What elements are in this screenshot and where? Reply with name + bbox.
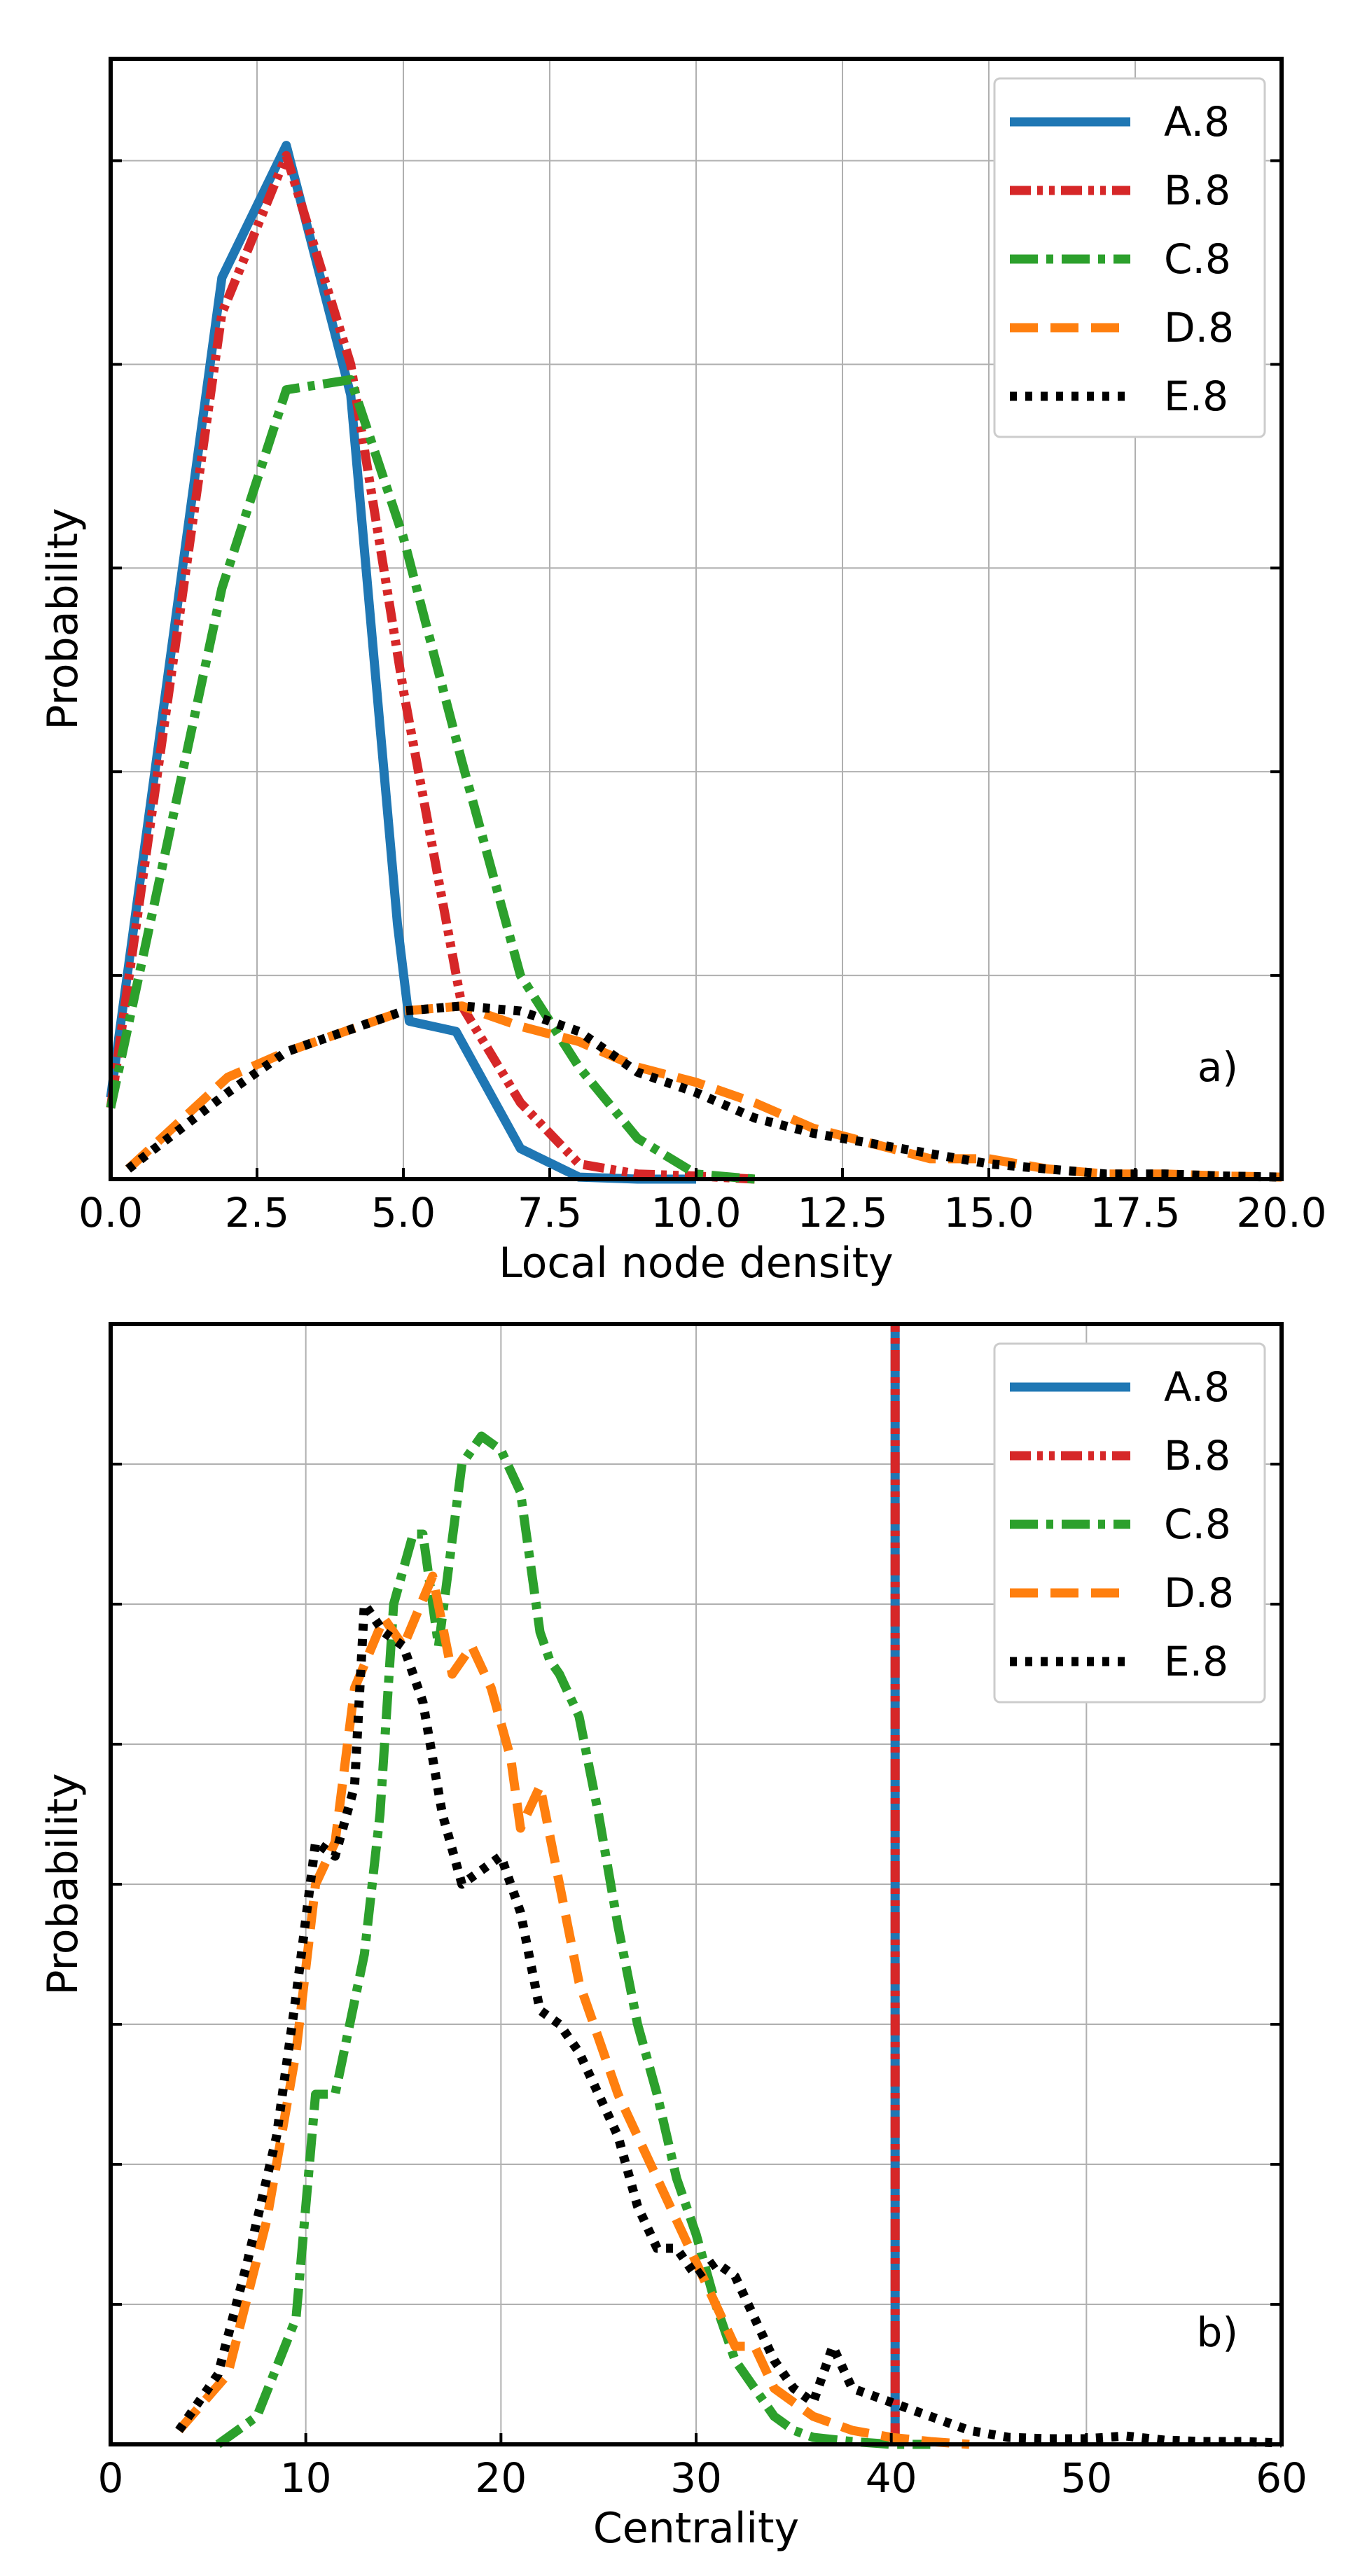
chart-b-legend-label-a8: A.8	[1164, 1363, 1230, 1411]
chart-b-x-tick-label-5: 50	[1060, 2454, 1112, 2502]
chart-a-legend-entry-a8: A.8	[1010, 98, 1230, 146]
chart-b-ticks: 0 10 20 30 40 50 60	[98, 1463, 1307, 2502]
chart-b: 0 10 20 30 40 50 60 Centrality Probability b) …	[39, 1322, 1307, 2553]
chart-b-x-tick-label-1: 10	[280, 2454, 332, 2502]
chart-a-x-tick-label-4: 10.0	[651, 1189, 741, 1237]
chart-b-legend-label-b8: B.8	[1164, 1432, 1230, 1480]
chart-a-ticks: 0.0 2.5 5.0 7.5 10.0 12.5 15.0 17.5 20.0	[78, 159, 1327, 1237]
chart-a-legend-entry-d8: D.8	[1010, 304, 1234, 351]
chart-b-legend-label-d8: D.8	[1164, 1569, 1234, 1617]
chart-a-y-axis-label: Probability	[39, 508, 88, 730]
chart-a-legend-entry-e8: E.8	[1010, 373, 1228, 420]
chart-b-panel-label: b)	[1197, 2309, 1238, 2356]
chart-b-legend-label-e8: E.8	[1164, 1638, 1228, 1685]
chart-b-legend: A.8 B.8 C.8 D.8 E.8	[993, 1342, 1266, 1704]
chart-a-panel-label: a)	[1198, 1043, 1238, 1091]
chart-b-legend-entry-a8: A.8	[1010, 1363, 1230, 1411]
chart-a-legend-label-d8: D.8	[1164, 304, 1234, 351]
chart-a-legend-entry-c8: C.8	[1010, 235, 1231, 283]
chart-b-legend-entry-e8: E.8	[1010, 1638, 1228, 1685]
chart-a-x-tick-label-6: 15.0	[943, 1189, 1034, 1237]
chart-b-x-tick-label-4: 40	[866, 2454, 917, 2502]
chart-a-legend-label-a8: A.8	[1164, 98, 1230, 146]
chart-b-series-e8	[175, 1599, 1282, 2448]
chart-a: 0.0 2.5 5.0 7.5 10.0 12.5 15.0 17.5 20.0 Local n…	[39, 57, 1327, 1288]
chart-a-legend: A.8 B.8 C.8 D.8 E.8	[993, 77, 1266, 438]
chart-b-series-d8	[175, 1571, 970, 2449]
chart-a-series-c8	[106, 375, 756, 1184]
chart-a-x-tick-label-8: 20.0	[1236, 1189, 1326, 1237]
chart-b-x-axis-label: Centrality	[593, 2504, 799, 2553]
chart-a-legend-label-e8: E.8	[1164, 373, 1228, 420]
chart-a-legend-entry-b8: B.8	[1010, 167, 1230, 214]
chart-a-x-tick-label-3: 7.5	[518, 1189, 582, 1237]
chart-a-x-tick-label-7: 17.5	[1090, 1189, 1180, 1237]
chart-b-series	[175, 1324, 1282, 2449]
chart-b-x-tick-label-6: 60	[1256, 2454, 1307, 2502]
chart-a-series-e8	[125, 1001, 1282, 1182]
chart-b-legend-entry-d8: D.8	[1010, 1569, 1234, 1617]
chart-a-series-d8	[125, 1001, 1282, 1182]
chart-a-x-tick-label-0: 0.0	[78, 1189, 143, 1237]
chart-b-x-tick-label-0: 0	[98, 2454, 124, 2502]
chart-b-legend-entry-b8: B.8	[1010, 1432, 1230, 1480]
chart-a-legend-label-c8: C.8	[1164, 235, 1231, 283]
chart-b-series-c8	[215, 1431, 931, 2449]
chart-a-x-tick-label-2: 5.0	[371, 1189, 436, 1237]
chart-a-x-axis-label: Local node density	[499, 1239, 893, 1288]
chart-a-x-tick-label-5: 12.5	[797, 1189, 887, 1237]
chart-b-x-tick-label-2: 20	[475, 2454, 527, 2502]
chart-a-x-tick-label-1: 2.5	[225, 1189, 289, 1237]
chart-a-legend-label-b8: B.8	[1164, 167, 1230, 214]
chart-b-x-tick-label-3: 30	[670, 2454, 722, 2502]
chart-b-y-axis-label: Probability	[39, 1773, 88, 1995]
chart-b-legend-label-c8: C.8	[1164, 1501, 1231, 1548]
chart-b-legend-entry-c8: C.8	[1010, 1501, 1231, 1548]
